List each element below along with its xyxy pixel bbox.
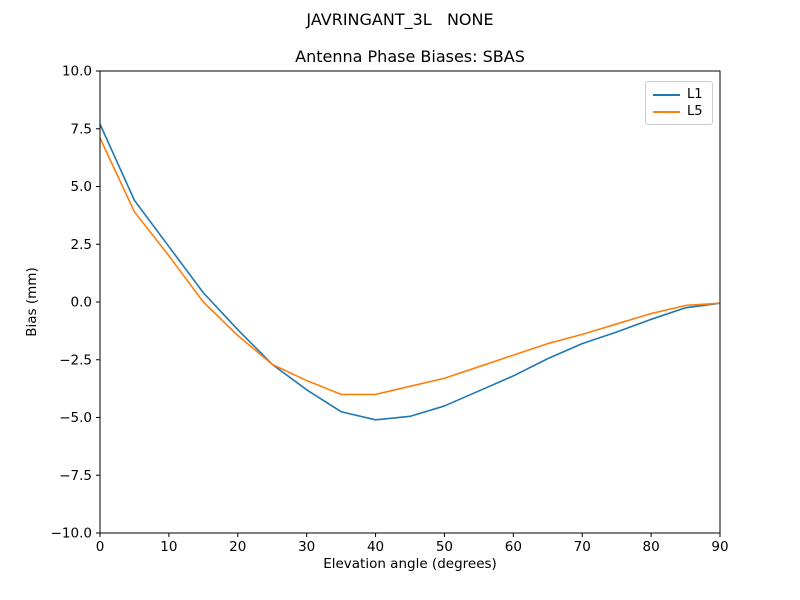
series-line-l1 (99, 123, 721, 421)
x-axis-label: Elevation angle (degrees) (323, 556, 497, 572)
y-tick-label: −10.0 (51, 526, 92, 542)
x-tick-label: 70 (574, 539, 591, 555)
x-tick-label: 80 (643, 539, 660, 555)
y-tick-label: −7.5 (59, 468, 92, 484)
x-tick-label: 20 (229, 539, 246, 555)
legend-label-l1: L1 (687, 87, 703, 102)
y-tick-label: 5.0 (71, 179, 92, 195)
l5-line-swatch (653, 110, 680, 113)
x-tick-label: 30 (298, 539, 315, 555)
y-tick-label: 0.0 (71, 295, 92, 311)
y-tick-label: 10.0 (62, 64, 92, 80)
y-axis-label: Bias (mm) (24, 267, 40, 337)
x-tick-label: 40 (367, 539, 384, 555)
x-tick-label: 50 (436, 539, 453, 555)
axes-spines (99, 70, 721, 534)
legend-label-l5: L5 (687, 104, 703, 119)
legend-entry-l1: L1 (653, 88, 705, 101)
x-tick-label: 0 (96, 539, 105, 555)
legend-entry-l5: L5 (653, 105, 705, 118)
y-tick-label: −2.5 (59, 352, 92, 368)
x-tick-label: 10 (160, 539, 177, 555)
y-tick-label: −5.0 (59, 410, 92, 426)
y-tick-label: 2.5 (71, 237, 92, 253)
series-line-l5 (99, 137, 721, 396)
x-tick-label: 90 (711, 539, 728, 555)
x-tick-label: 60 (505, 539, 522, 555)
y-tick-label: 7.5 (71, 121, 92, 137)
figure-title: JAVRINGANT_3L NONE (306, 10, 494, 29)
legend: L1 L5 (645, 81, 713, 125)
l1-line-swatch (653, 93, 680, 96)
axes-title: Antenna Phase Biases: SBAS (295, 47, 525, 66)
